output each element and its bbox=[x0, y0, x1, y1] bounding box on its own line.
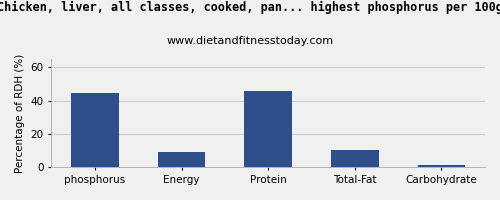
Bar bbox=[244, 91, 292, 167]
Y-axis label: Percentage of RDH (%): Percentage of RDH (%) bbox=[15, 54, 25, 173]
Text: www.dietandfitnesstoday.com: www.dietandfitnesstoday.com bbox=[166, 36, 334, 46]
Bar bbox=[158, 152, 206, 167]
Text: Chicken, liver, all classes, cooked, pan... highest phosphorus per 100g: Chicken, liver, all classes, cooked, pan… bbox=[0, 1, 500, 14]
Bar bbox=[71, 93, 118, 167]
Bar bbox=[331, 150, 378, 167]
Bar bbox=[418, 165, 466, 167]
